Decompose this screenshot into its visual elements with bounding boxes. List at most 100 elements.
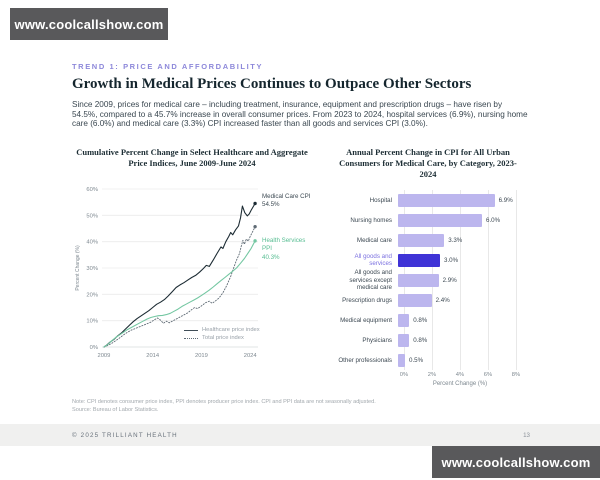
bar-row: Nursing homes 6.0% xyxy=(332,210,524,230)
bar-category-label: Medical equipment xyxy=(340,316,392,324)
bar-value-label: 6.0% xyxy=(486,216,501,224)
bar-track: 3.0% xyxy=(398,253,510,267)
legend-entry: Total price index xyxy=(184,335,260,341)
report-content: TREND 1: PRICE AND AFFORDABILITY Growth … xyxy=(72,62,528,387)
y-tick-label: 20% xyxy=(86,292,98,298)
bar-track: 0.5% xyxy=(398,353,510,367)
annotation-medical-care-cpi: Medical Care CPI 54.5% xyxy=(262,193,314,210)
watermark-url-bottom: www.coolcallshow.com xyxy=(441,454,591,470)
x-tick-label: 2014 xyxy=(146,353,160,359)
bar-chart-x-axis-label: Percent Change (%) xyxy=(432,381,488,388)
bar-value-label: 2.9% xyxy=(442,276,457,284)
bar-value-label: 0.5% xyxy=(409,356,424,364)
x-tick-label: 2% xyxy=(427,372,437,379)
y-tick-label: 30% xyxy=(86,266,98,272)
y-tick-label: 50% xyxy=(86,213,98,219)
annotation-text: Health Services PPI xyxy=(262,237,306,253)
bar-category-label: Other professionals xyxy=(338,356,392,364)
bar xyxy=(398,333,410,347)
bar-category-label: Prescription drugs xyxy=(342,296,392,304)
bar-row: Other professionals 0.5% xyxy=(332,350,524,370)
x-tick-label: 2024 xyxy=(244,353,258,359)
trend-eyebrow: TREND 1: PRICE AND AFFORDABILITY xyxy=(72,62,264,71)
bar-category-label: Hospital xyxy=(369,196,392,204)
footnote: Note: CPI denotes consumer price index, … xyxy=(72,399,528,415)
intro-paragraph: Since 2009, prices for medical care – in… xyxy=(72,100,528,129)
footer: © 2025 TRILLIANT HEALTH 13 xyxy=(0,424,600,446)
bar-row: Physicians 0.8% xyxy=(332,330,524,350)
line-chart-legend: Healthcare price index Total price index xyxy=(184,327,260,343)
bar-track: 6.9% xyxy=(398,193,513,207)
series-endpoint-dot xyxy=(253,239,257,243)
x-tick-label: 2009 xyxy=(97,353,110,359)
bar-chart-title: Annual Percent Change in CPI for All Urb… xyxy=(339,147,517,180)
x-tick-label: 6% xyxy=(483,372,493,379)
bar xyxy=(398,253,440,267)
footnote-note: Note: CPI denotes consumer price index, … xyxy=(72,399,376,405)
y-tick-label: 40% xyxy=(86,240,98,246)
bar-value-label: 3.3% xyxy=(448,236,463,244)
bar-track: 6.0% xyxy=(398,213,510,227)
series-endpoint-dot xyxy=(253,201,257,206)
y-tick-label: 60% xyxy=(86,187,98,193)
series-line xyxy=(103,240,256,348)
y-tick-label: 0% xyxy=(90,345,98,351)
legend-line-sample xyxy=(184,337,198,339)
gridline xyxy=(516,190,517,371)
bar-row: Medical care 3.3% xyxy=(332,230,524,250)
bar xyxy=(398,313,410,327)
x-tick-label: 8% xyxy=(511,372,521,379)
bar-track: 2.4% xyxy=(398,293,510,307)
bar-track: 0.8% xyxy=(398,313,510,327)
legend-label: Total price index xyxy=(202,335,244,342)
bar-value-label: 2.4% xyxy=(435,296,450,304)
x-tick-label: 4% xyxy=(455,372,465,379)
bar xyxy=(398,213,482,227)
gridline xyxy=(460,190,461,371)
bar-category-label: Medical care xyxy=(356,236,392,244)
annotation-text: Medical Care CPI xyxy=(262,193,311,201)
bar-chart-section: Annual Percent Change in CPI for All Urb… xyxy=(332,147,524,387)
bar-value-label: 3.0% xyxy=(444,256,459,264)
bar-track: 2.9% xyxy=(398,273,510,287)
bar-row: All goods and services 3.0% xyxy=(332,250,524,270)
line-chart-svg: 0% 10% 20% 30% 40% 50% 60% 2009 2014 2019 2024 Perc… xyxy=(75,187,258,359)
bar-value-label: 6.9% xyxy=(498,196,513,204)
bar xyxy=(398,193,495,207)
watermark-banner-top: www.coolcallshow.com xyxy=(10,8,168,40)
page-title: Growth in Medical Prices Continues to Ou… xyxy=(72,76,472,92)
legend-line-sample xyxy=(184,329,198,331)
line-chart: 0% 10% 20% 30% 40% 50% 60% 2009 2014 2019 2024 Perc… xyxy=(72,179,312,379)
line-chart-section: Cumulative Percent Change in Select Heal… xyxy=(72,147,312,387)
legend-entry: Healthcare price index xyxy=(184,327,260,333)
bar-category-label: Nursing homes xyxy=(350,216,392,224)
x-tick-label: 0% xyxy=(399,372,409,379)
annotation-value: 40.3% xyxy=(262,253,280,261)
series-line xyxy=(103,226,256,348)
line-chart-title: Cumulative Percent Change in Select Heal… xyxy=(76,147,308,169)
bar-chart-x-axis: 0% 2% 4% 6% 8% xyxy=(400,372,520,381)
x-tick-label: 2019 xyxy=(195,353,208,359)
bar-category-label: All goods and services xyxy=(354,253,393,268)
bar-track: 3.3% xyxy=(398,233,510,247)
legend-label: Healthcare price index xyxy=(202,327,260,334)
watermark-url-top: www.coolcallshow.com xyxy=(14,16,164,32)
annotation-health-services-ppi: Health Services PPI 40.3% xyxy=(262,237,314,262)
bar xyxy=(398,353,405,367)
copyright: © 2025 TRILLIANT HEALTH xyxy=(72,431,178,439)
bar-row: Medical equipment 0.8% xyxy=(332,310,524,330)
y-axis-label: Percent Change (%) xyxy=(75,245,81,291)
bar-value-label: 0.8% xyxy=(413,316,428,324)
bar-row: Hospital 6.9% xyxy=(332,190,524,210)
footnote-source: Source: Bureau of Labor Statistics. xyxy=(72,406,159,413)
bar-value-label: 0.8% xyxy=(413,336,428,344)
bar xyxy=(398,293,432,307)
bar-chart: Hospital 6.9% Nursing homes 6.0% Medical car… xyxy=(332,190,524,371)
bar-track: 0.8% xyxy=(398,333,510,347)
bar xyxy=(398,273,439,287)
y-tick-label: 10% xyxy=(86,319,98,325)
page-number: 13 xyxy=(523,431,530,439)
bar-row: All goods and services except medical ca… xyxy=(332,269,524,291)
series-endpoint-dot xyxy=(253,225,257,229)
bar-category-label: All goods and services except medical ca… xyxy=(349,269,392,291)
